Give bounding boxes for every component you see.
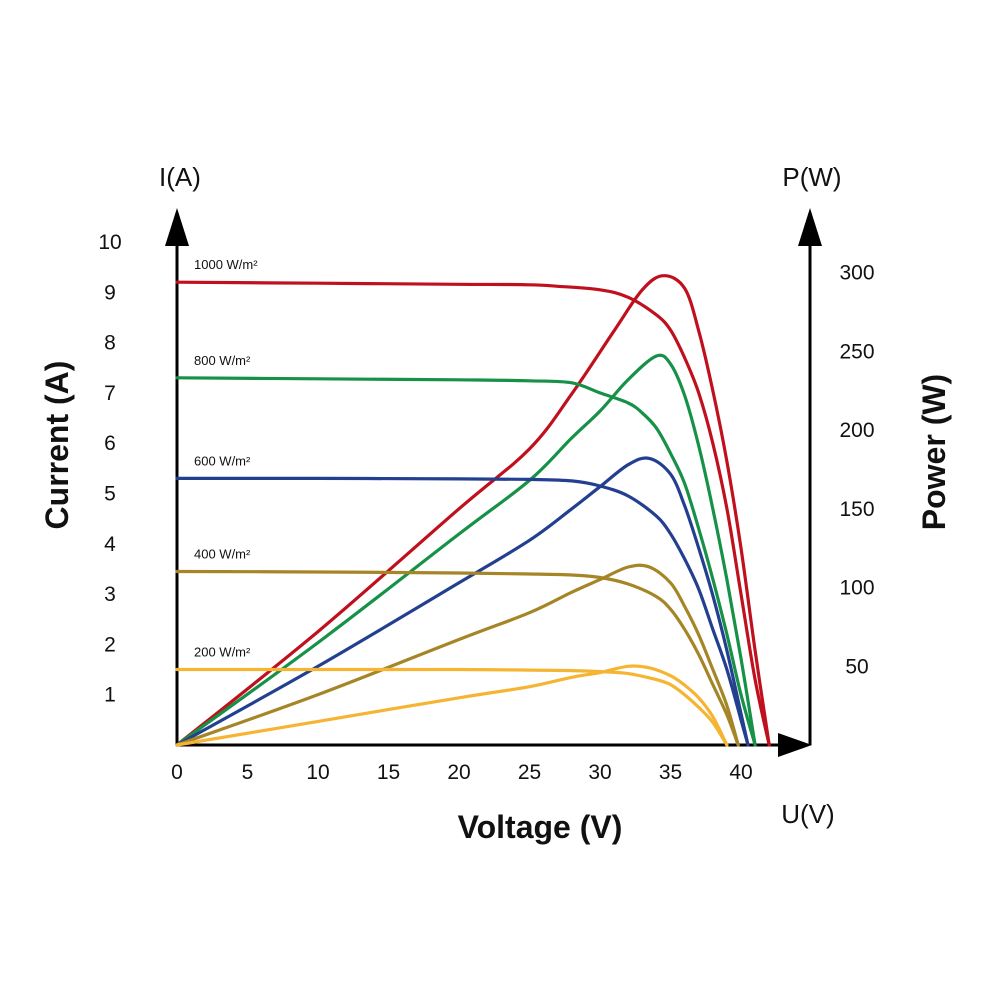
current-curve — [175, 376, 757, 747]
left-tick-label: 5 — [104, 483, 116, 506]
x-axis-arrow — [778, 733, 812, 757]
irradiance-label: 800 W/m² — [194, 353, 251, 368]
x-tick-label: 30 — [588, 761, 611, 784]
x-axis-title: Voltage (V) — [458, 809, 623, 845]
power-curve — [175, 274, 771, 747]
x-tick-label: 20 — [447, 761, 470, 784]
left-tick-label: 7 — [104, 382, 116, 405]
x-tick-label: 15 — [377, 761, 400, 784]
curves — [175, 274, 771, 747]
left-tick-label: 8 — [104, 332, 116, 355]
left-tick-label: 3 — [104, 583, 116, 606]
power-curve — [175, 563, 740, 747]
right-axis-unit: P(W) — [782, 162, 841, 192]
right-tick-label: 250 — [839, 340, 874, 363]
right-tick-label: 150 — [839, 498, 874, 521]
left-axis-title: Current (A) — [39, 361, 75, 530]
current-curve — [175, 476, 750, 747]
left-tick-label: 9 — [104, 281, 116, 304]
power-curve — [175, 664, 729, 747]
irradiance-labels: 1000 W/m² 800 W/m² 600 W/m² 400 W/m² 200 W/m… — [194, 257, 258, 659]
x-tick-label: 25 — [518, 761, 541, 784]
left-tick-label: 2 — [104, 633, 116, 656]
right-tick-label: 200 — [839, 419, 874, 442]
power-curve — [175, 456, 750, 747]
left-tick-label: 6 — [104, 432, 116, 455]
left-tick-labels: 1 2 3 4 5 6 7 8 9 10 — [98, 231, 121, 707]
irradiance-label: 1000 W/m² — [194, 257, 258, 272]
x-tick-label: 0 — [171, 761, 183, 784]
irradiance-label: 400 W/m² — [194, 546, 251, 561]
x-tick-label: 40 — [729, 761, 752, 784]
current-curve — [175, 667, 729, 747]
current-curve — [175, 569, 740, 747]
left-y-axis-arrow — [165, 208, 189, 246]
left-tick-label: 1 — [104, 684, 116, 707]
x-tick-labels: 0 5 10 15 20 25 30 35 40 — [171, 761, 753, 784]
right-tick-label: 300 — [839, 262, 874, 285]
left-axis-unit: I(A) — [159, 162, 201, 192]
x-tick-label: 5 — [242, 761, 254, 784]
current-curve — [175, 280, 771, 747]
power-curve — [175, 353, 757, 747]
right-tick-label: 100 — [839, 577, 874, 600]
left-tick-label: 10 — [98, 231, 121, 254]
right-y-axis-arrow — [798, 208, 822, 246]
irradiance-label: 600 W/m² — [194, 453, 251, 468]
x-axis-unit: U(V) — [781, 799, 834, 829]
right-tick-label: 50 — [845, 655, 868, 678]
x-tick-label: 10 — [306, 761, 329, 784]
irradiance-label: 200 W/m² — [194, 645, 251, 660]
right-axis-title: Power (W) — [916, 374, 952, 530]
x-tick-label: 35 — [659, 761, 682, 784]
right-tick-labels: 50 100 150 200 250 300 — [839, 262, 874, 679]
left-tick-label: 4 — [104, 533, 116, 556]
